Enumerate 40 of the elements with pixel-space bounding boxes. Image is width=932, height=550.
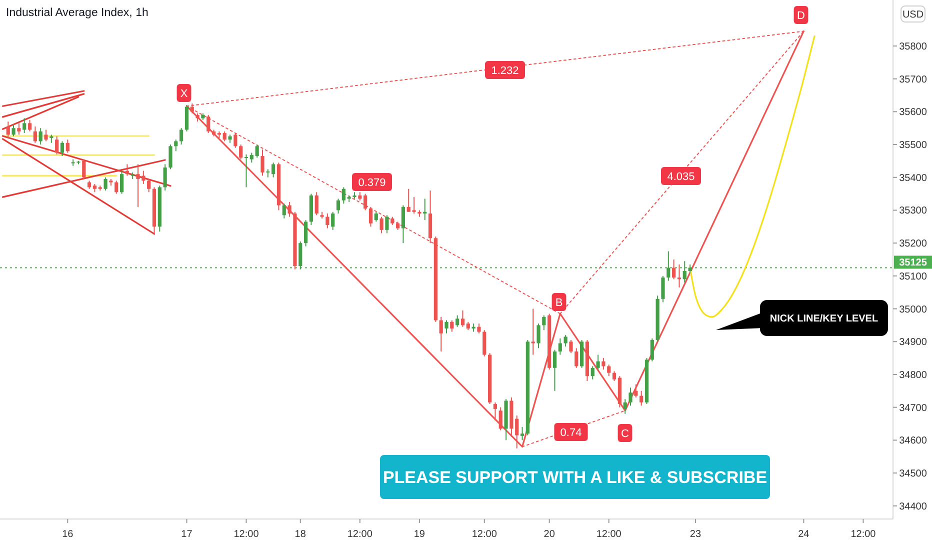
annotation: 1.232 <box>491 64 519 77</box>
y-axis-title: USD <box>902 10 924 20</box>
text: Industrial Average Index, 1h <box>6 7 148 19</box>
x-tick-label: 20 <box>544 529 556 540</box>
annotation: PLEASE SUPPORT WITH A LIKE & SUBSCRIBE <box>382 468 768 487</box>
y-tick-label: 35000 <box>899 304 928 316</box>
x-tick-label: 24 <box>798 529 810 540</box>
annotation: D <box>797 10 806 22</box>
y-tick-label: 34500 <box>899 468 928 480</box>
y-tick-label: 35100 <box>899 271 928 282</box>
x-tick-label: 16 <box>62 529 74 540</box>
annotation: NICK LINE/KEY LEVEL <box>770 314 878 324</box>
y-tick-label: 35700 <box>899 74 928 86</box>
y-tick-label: 35400 <box>899 172 928 184</box>
y-tick-label: 35200 <box>899 238 928 250</box>
x-tick-label: 18 <box>294 529 306 540</box>
x-tick-label: 12:00 <box>850 529 876 540</box>
ref-line-label: 35125 <box>899 258 928 269</box>
y-tick-label: 35600 <box>899 107 928 118</box>
y-tick-label: 34800 <box>899 370 928 381</box>
y-tick-label: 34900 <box>899 337 928 348</box>
y-tick-label: 34400 <box>899 501 928 512</box>
x-tick-label: 12:00 <box>596 529 622 540</box>
annotation: B <box>555 296 563 309</box>
annotation: 4.035 <box>667 170 695 183</box>
y-tick-label: 34600 <box>899 436 928 447</box>
x-tick-label: 12:00 <box>472 529 498 540</box>
y-tick-label: 35500 <box>899 140 928 152</box>
annotation: 0.379 <box>358 176 386 189</box>
annotation: C <box>621 428 630 440</box>
x-tick-label: 19 <box>414 529 426 540</box>
annotation: 0.74 <box>560 426 582 439</box>
x-tick-label: 12:00 <box>234 529 260 540</box>
y-tick-label: 35300 <box>899 206 928 217</box>
y-tick-label: 34700 <box>899 402 928 414</box>
annotation: X <box>180 88 188 100</box>
x-tick-label: 12:00 <box>347 529 373 540</box>
y-tick-label: 35800 <box>899 41 928 52</box>
x-tick-label: 23 <box>690 529 702 540</box>
x-tick-label: 17 <box>181 529 193 540</box>
